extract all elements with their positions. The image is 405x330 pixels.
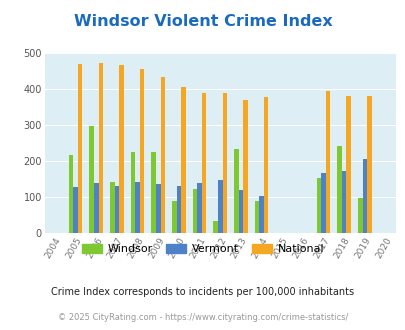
Bar bbox=[98, 62, 103, 233]
Bar bbox=[243, 100, 247, 233]
Bar bbox=[366, 96, 371, 233]
Bar bbox=[254, 201, 259, 233]
Bar bbox=[119, 65, 124, 233]
Bar bbox=[176, 185, 181, 233]
Bar bbox=[135, 182, 140, 233]
Bar bbox=[181, 87, 185, 233]
Bar bbox=[78, 64, 82, 233]
Bar bbox=[263, 97, 268, 233]
Bar bbox=[140, 69, 144, 233]
Bar bbox=[89, 126, 94, 233]
Text: Crime Index corresponds to incidents per 100,000 inhabitants: Crime Index corresponds to incidents per… bbox=[51, 287, 354, 297]
Bar bbox=[160, 77, 165, 233]
Legend: Windsor, Vermont, National: Windsor, Vermont, National bbox=[77, 239, 328, 258]
Bar bbox=[325, 90, 330, 233]
Bar bbox=[234, 149, 238, 233]
Bar bbox=[201, 93, 206, 233]
Bar bbox=[130, 152, 135, 233]
Bar bbox=[357, 198, 362, 233]
Bar bbox=[337, 146, 341, 233]
Bar bbox=[259, 196, 263, 233]
Bar bbox=[110, 182, 114, 233]
Bar bbox=[151, 152, 156, 233]
Bar bbox=[69, 155, 73, 233]
Text: © 2025 CityRating.com - https://www.cityrating.com/crime-statistics/: © 2025 CityRating.com - https://www.city… bbox=[58, 313, 347, 322]
Bar bbox=[197, 183, 201, 233]
Bar bbox=[217, 181, 222, 233]
Bar bbox=[172, 201, 176, 233]
Bar bbox=[73, 186, 78, 233]
Bar bbox=[192, 189, 197, 233]
Bar bbox=[213, 221, 217, 233]
Bar bbox=[156, 184, 160, 233]
Bar bbox=[362, 159, 366, 233]
Bar bbox=[320, 173, 325, 233]
Bar bbox=[94, 182, 98, 233]
Bar bbox=[345, 96, 350, 233]
Bar bbox=[316, 178, 320, 233]
Bar bbox=[114, 186, 119, 233]
Bar bbox=[238, 190, 243, 233]
Bar bbox=[222, 93, 226, 233]
Bar bbox=[341, 171, 345, 233]
Text: Windsor Violent Crime Index: Windsor Violent Crime Index bbox=[73, 14, 332, 29]
